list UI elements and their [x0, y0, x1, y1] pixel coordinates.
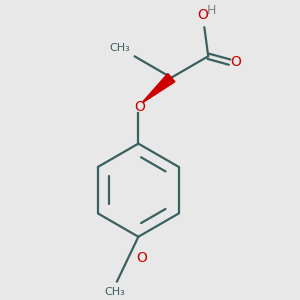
Text: O: O	[136, 251, 147, 265]
Text: H: H	[207, 4, 216, 17]
Text: O: O	[197, 8, 208, 22]
Text: O: O	[230, 55, 241, 69]
Text: O: O	[134, 100, 145, 114]
Text: CH₃: CH₃	[110, 43, 130, 53]
Text: CH₃: CH₃	[105, 287, 125, 297]
Polygon shape	[143, 74, 175, 102]
